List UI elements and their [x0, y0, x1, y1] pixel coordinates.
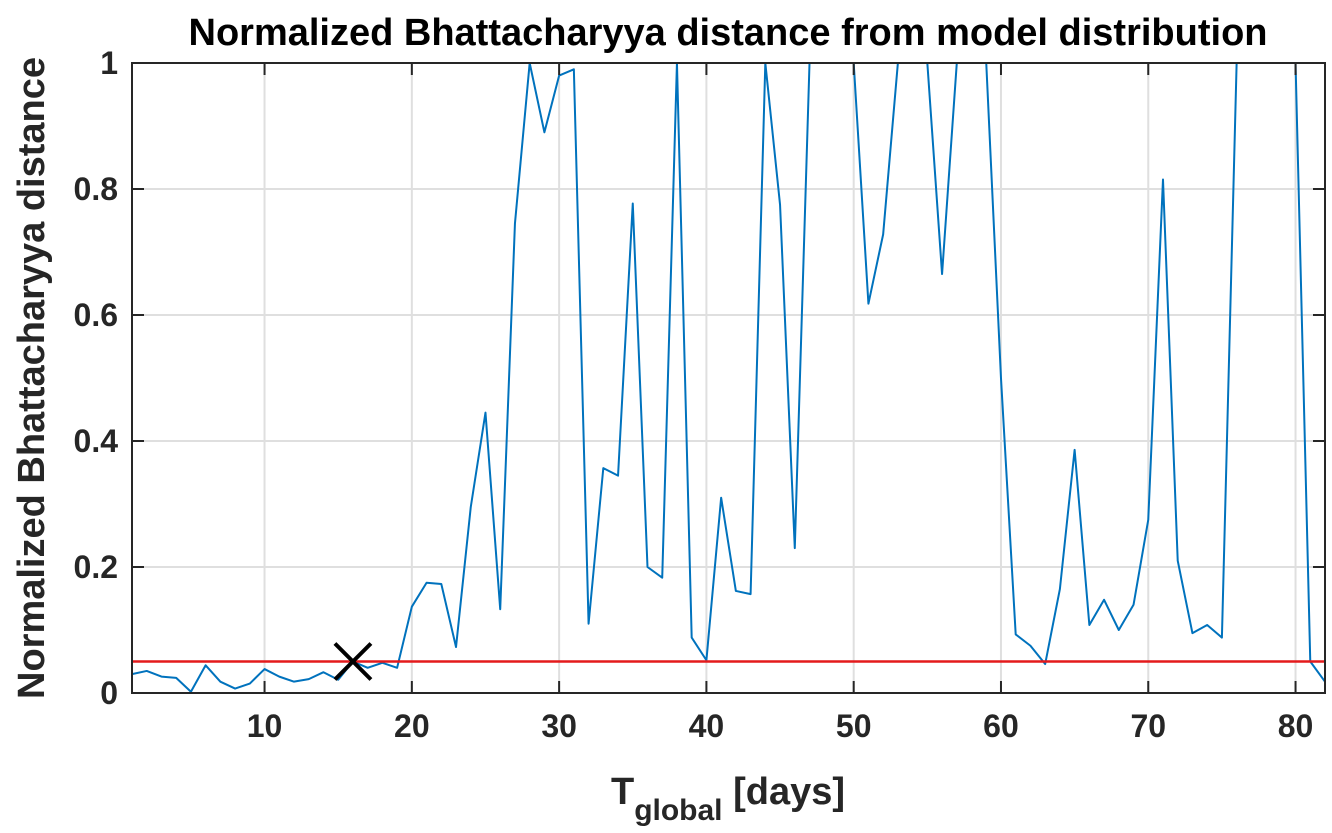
x-tick-label: 20 — [394, 708, 430, 744]
x-axis-label-subscript: global — [634, 794, 722, 827]
chart-title: Normalized Bhattacharyya distance from m… — [189, 12, 1268, 54]
y-tick-label: 0 — [100, 675, 118, 711]
x-tick-label: 80 — [1278, 708, 1314, 744]
y-axis-label: Normalized Bhattacharyya distance — [11, 57, 53, 699]
y-tick-label: 0.8 — [74, 171, 118, 207]
x-tick-label: 10 — [247, 708, 283, 744]
series-line-0 — [131, 62, 1326, 693]
marker-x — [333, 642, 373, 681]
x-axis-label: Tglobal [days] — [611, 771, 845, 827]
x-tick-label: 30 — [541, 708, 577, 744]
tick-layer: 10 20 30 40 50 60 70 80 0 0.2 0.4 0.6 0.8 1 — [74, 45, 1325, 744]
x-axis-label-unit: [days] — [723, 771, 845, 813]
y-tick-label: 0.2 — [74, 549, 118, 585]
y-tick-label: 0.4 — [74, 423, 119, 459]
y-tick-label: 1 — [100, 45, 118, 81]
x-axis-label-main: T — [611, 771, 634, 813]
y-tick-label: 0.6 — [74, 297, 118, 333]
x-tick-label: 40 — [689, 708, 725, 744]
x-tick-label: 50 — [836, 708, 872, 744]
plot-frame — [131, 62, 1326, 694]
x-tick-label: 60 — [983, 708, 1019, 744]
data-layer — [131, 62, 1326, 693]
x-tick-label: 70 — [1130, 708, 1166, 744]
marker-x-stroke-b — [333, 642, 373, 681]
grid-layer — [132, 62, 1325, 694]
